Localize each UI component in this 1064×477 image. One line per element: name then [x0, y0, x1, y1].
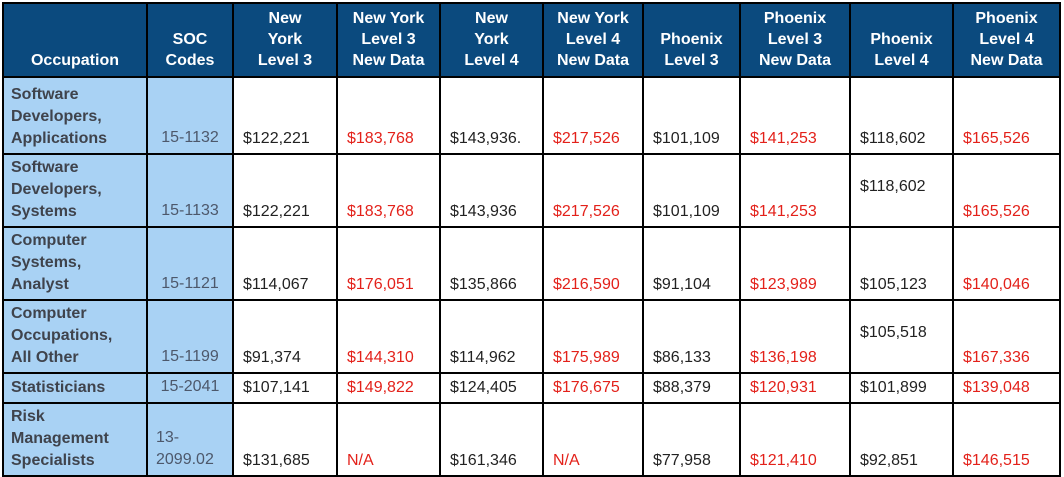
cell-soc-code: 13- 2099.02 [146, 402, 234, 477]
cell-soc-code: 15-1121 [146, 226, 234, 301]
cell-phoenix-level-3: $101,109 [642, 153, 741, 228]
cell-new-york-level-4-new-data: $217,526 [542, 76, 644, 155]
cell-phoenix-level-3-new-data: $141,253 [739, 76, 851, 155]
cell-occupation: Risk Management Specialists [2, 402, 148, 477]
cell-new-york-level-3-new-data: N/A [336, 402, 441, 477]
cell-new-york-level-4: $161,346 [439, 402, 544, 477]
cell-new-york-level-3: $91,374 [232, 299, 338, 374]
cell-phoenix-level-4-new-data: $139,048 [952, 372, 1061, 404]
cell-new-york-level-4-new-data: $175,989 [542, 299, 644, 374]
cell-phoenix-level-4-new-data: $167,336 [952, 299, 1061, 374]
cell-soc-code: 15-1132 [146, 76, 234, 155]
cell-phoenix-level-4-new-data: $146,515 [952, 402, 1061, 477]
cell-soc-code: 15-1133 [146, 153, 234, 228]
cell-new-york-level-3-new-data: $183,768 [336, 153, 441, 228]
header-cell-new-york-level-4: New York Level 4 [439, 2, 544, 78]
cell-new-york-level-3-new-data: $183,768 [336, 76, 441, 155]
cell-phoenix-level-3: $91,104 [642, 226, 741, 301]
cell-phoenix-level-4: $105,518 [849, 299, 954, 374]
cell-new-york-level-4-new-data: $217,526 [542, 153, 644, 228]
table-row: Software Developers, Applications 15-1132… [2, 76, 1061, 155]
table-row: Risk Management Specialists 13- 2099.02 $1… [2, 402, 1061, 477]
cell-phoenix-level-4-new-data: $165,526 [952, 153, 1061, 228]
header-cell-occupation: Occupation [2, 2, 148, 78]
header-cell-phoenix-level-3: Phoenix Level 3 [642, 2, 741, 78]
cell-new-york-level-4: $143,936 [439, 153, 544, 228]
cell-new-york-level-4-new-data: $216,590 [542, 226, 644, 301]
cell-soc-code: 15-1199 [146, 299, 234, 374]
header-cell-soc-codes: SOC Codes [146, 2, 234, 78]
cell-phoenix-level-3-new-data: $141,253 [739, 153, 851, 228]
cell-phoenix-level-3-new-data: $120,931 [739, 372, 851, 404]
cell-phoenix-level-4-new-data: $165,526 [952, 76, 1061, 155]
cell-phoenix-level-4: $118,602 [849, 76, 954, 155]
cell-phoenix-level-3: $86,133 [642, 299, 741, 374]
cell-new-york-level-4: $114,962 [439, 299, 544, 374]
cell-new-york-level-4: $124,405 [439, 372, 544, 404]
cell-occupation: Software Developers, Applications [2, 76, 148, 155]
cell-phoenix-level-3-new-data: $136,198 [739, 299, 851, 374]
header-cell-new-york-level-3-new-data: New York Level 3 New Data [336, 2, 441, 78]
header-cell-phoenix-level-3-new-data: Phoenix Level 3 New Data [739, 2, 851, 78]
cell-new-york-level-3-new-data: $144,310 [336, 299, 441, 374]
cell-phoenix-level-4: $118,602 [849, 153, 954, 228]
header-cell-new-york-level-4-new-data: New York Level 4 New Data [542, 2, 644, 78]
cell-phoenix-level-3-new-data: $123,989 [739, 226, 851, 301]
cell-new-york-level-4-new-data: N/A [542, 402, 644, 477]
cell-new-york-level-3: $131,685 [232, 402, 338, 477]
header-cell-phoenix-level-4-new-data: Phoenix Level 4 New Data [952, 2, 1061, 78]
cell-new-york-level-3: $114,067 [232, 226, 338, 301]
cell-phoenix-level-4: $101,899 [849, 372, 954, 404]
cell-occupation: Software Developers, Systems [2, 153, 148, 228]
cell-new-york-level-3: $122,221 [232, 76, 338, 155]
cell-phoenix-level-3: $77,958 [642, 402, 741, 477]
table-row: Statisticians 15-2041 $107,141 $149,822 $124… [2, 372, 1061, 404]
header-cell-phoenix-level-4: Phoenix Level 4 [849, 2, 954, 78]
cell-new-york-level-4-new-data: $176,675 [542, 372, 644, 404]
cell-new-york-level-4: $135,866 [439, 226, 544, 301]
table-row: Computer Systems, Analyst 15-1121 $114,067… [2, 226, 1061, 301]
header-row: Occupation SOC Codes New York Level 3 New Y… [2, 2, 1061, 78]
cell-new-york-level-4: $143,936. [439, 76, 544, 155]
cell-phoenix-level-3: $101,109 [642, 76, 741, 155]
header-cell-new-york-level-3: New York Level 3 [232, 2, 338, 78]
cell-phoenix-level-4-new-data: $140,046 [952, 226, 1061, 301]
cell-new-york-level-3: $107,141 [232, 372, 338, 404]
cell-occupation: Statisticians [2, 372, 148, 404]
cell-phoenix-level-3: $88,379 [642, 372, 741, 404]
cell-phoenix-level-4: $92,851 [849, 402, 954, 477]
cell-occupation: Computer Systems, Analyst [2, 226, 148, 301]
cell-phoenix-level-4: $105,123 [849, 226, 954, 301]
cell-new-york-level-3-new-data: $149,822 [336, 372, 441, 404]
cell-occupation: Computer Occupations, All Other [2, 299, 148, 374]
cell-new-york-level-3: $122,221 [232, 153, 338, 228]
table-row: Software Developers, Systems 15-1133 $122,… [2, 153, 1061, 228]
cell-phoenix-level-3-new-data: $121,410 [739, 402, 851, 477]
table-row: Computer Occupations, All Other 15-1199 $9… [2, 299, 1061, 374]
cell-soc-code: 15-2041 [146, 372, 234, 404]
cell-new-york-level-3-new-data: $176,051 [336, 226, 441, 301]
